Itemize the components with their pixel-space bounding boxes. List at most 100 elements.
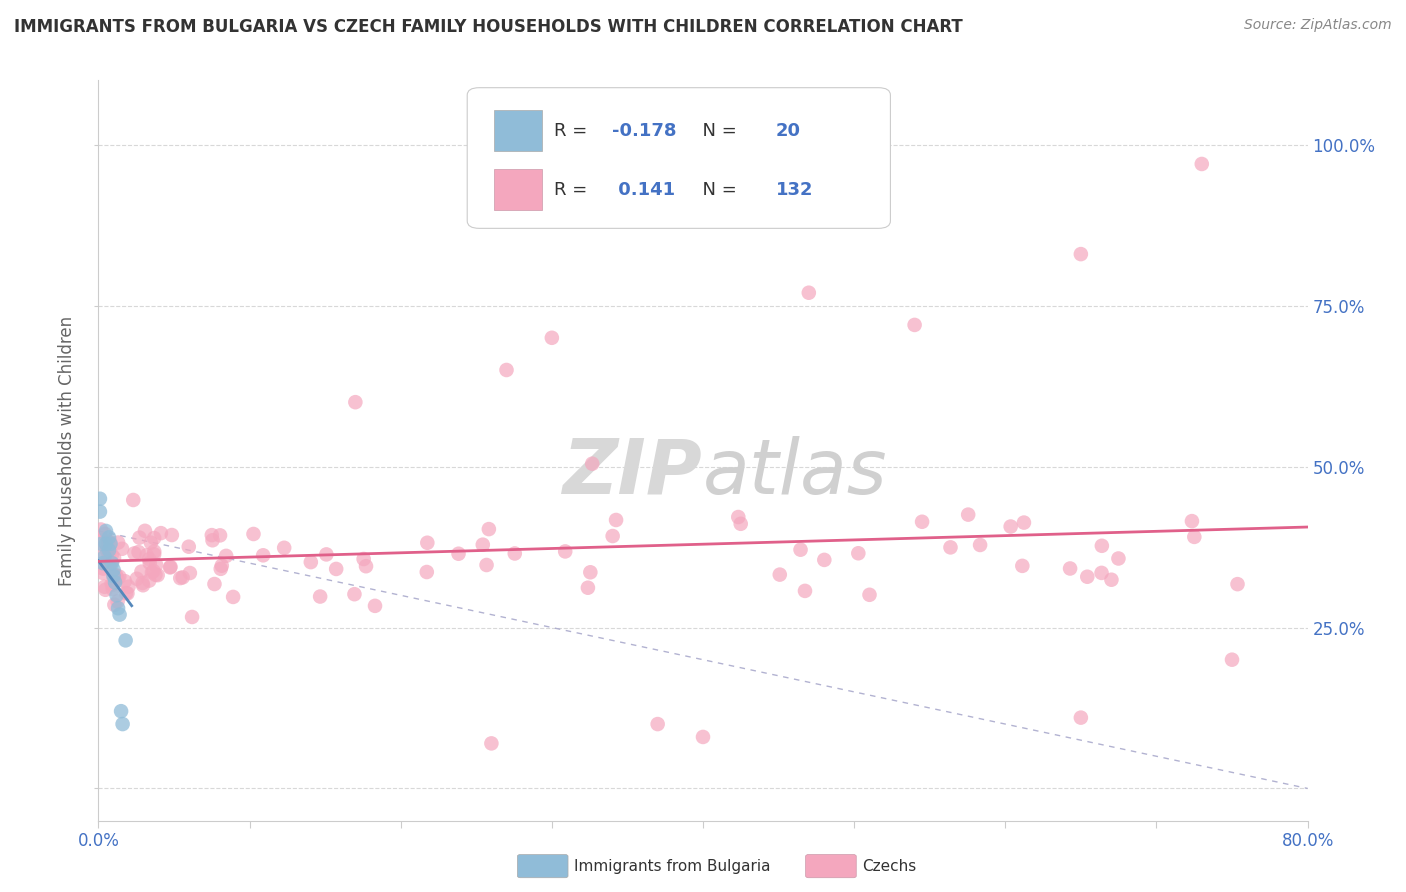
Point (481, 736, 503, 750)
Point (813, 553, 835, 567)
Point (252, 549, 274, 563)
Point (139, 556, 162, 570)
Point (97, 534, 120, 549)
Point (211, 558, 233, 573)
Point (1099, 573, 1122, 587)
Point (309, 590, 332, 604)
Point (108, 607, 131, 622)
Point (122, 493, 145, 508)
Point (138, 552, 160, 566)
Bar (494, 169, 543, 210)
Point (201, 528, 224, 542)
Point (904, 318, 927, 332)
Point (94, 524, 117, 538)
Point (730, 516, 752, 531)
Point (769, 567, 792, 582)
Point (242, 527, 264, 541)
Point (1090, 566, 1112, 580)
Point (96, 555, 118, 569)
Point (97, 548, 120, 562)
Point (100, 556, 122, 570)
Point (605, 513, 627, 527)
Point (416, 565, 439, 579)
Point (160, 528, 183, 542)
Text: atlas: atlas (703, 435, 887, 509)
Point (222, 590, 245, 604)
Text: N =: N = (690, 181, 742, 199)
Point (939, 541, 962, 555)
Point (104, 575, 127, 590)
Text: ZIP: ZIP (564, 435, 703, 509)
Point (115, 586, 138, 600)
Point (98, 530, 121, 544)
Point (957, 508, 980, 522)
Point (105, 568, 128, 582)
Point (579, 566, 602, 580)
Point (101, 577, 124, 591)
Point (96, 542, 118, 557)
Point (344, 395, 367, 409)
Point (101, 548, 124, 562)
Point (172, 570, 194, 584)
Point (343, 587, 366, 601)
Point (138, 574, 160, 588)
Point (131, 565, 153, 579)
Point (692, 730, 714, 744)
Point (181, 610, 204, 624)
Point (103, 568, 125, 582)
Point (1220, 653, 1243, 667)
Point (117, 586, 139, 600)
Bar (494, 110, 543, 151)
Point (471, 538, 494, 552)
Point (128, 531, 150, 545)
Point (209, 562, 232, 576)
Point (91, 556, 114, 570)
Point (145, 558, 167, 572)
Point (1091, 539, 1114, 553)
Point (111, 541, 134, 556)
Point (107, 601, 129, 615)
Point (1070, 247, 1092, 261)
Point (90, 523, 112, 537)
Point (354, 559, 377, 574)
Point (125, 572, 148, 586)
Point (93, 549, 115, 564)
Point (315, 548, 337, 562)
Point (475, 558, 498, 572)
Point (1011, 558, 1033, 573)
Point (103, 563, 125, 577)
Point (602, 529, 624, 543)
Point (159, 559, 181, 574)
Point (90, 537, 112, 551)
Point (107, 535, 129, 549)
Point (364, 599, 387, 613)
Point (554, 544, 576, 558)
Point (91, 561, 114, 575)
Point (124, 546, 146, 560)
Point (177, 540, 200, 554)
Point (89, 546, 111, 560)
Point (93, 580, 115, 594)
Text: 132: 132 (776, 181, 813, 199)
Point (179, 566, 201, 580)
Point (478, 522, 501, 536)
Point (103, 598, 125, 612)
Point (103, 550, 125, 565)
Point (325, 562, 347, 576)
Point (1107, 551, 1129, 566)
Point (846, 546, 869, 560)
FancyBboxPatch shape (467, 87, 890, 228)
Point (794, 583, 817, 598)
Point (215, 549, 238, 563)
Point (117, 580, 139, 594)
Point (110, 704, 132, 718)
Point (128, 545, 150, 559)
Point (789, 542, 811, 557)
Point (969, 538, 991, 552)
Text: 0.141: 0.141 (613, 181, 675, 199)
Point (299, 555, 322, 569)
Point (89, 505, 111, 519)
Point (204, 577, 226, 591)
Point (1191, 157, 1213, 171)
Point (727, 510, 749, 524)
